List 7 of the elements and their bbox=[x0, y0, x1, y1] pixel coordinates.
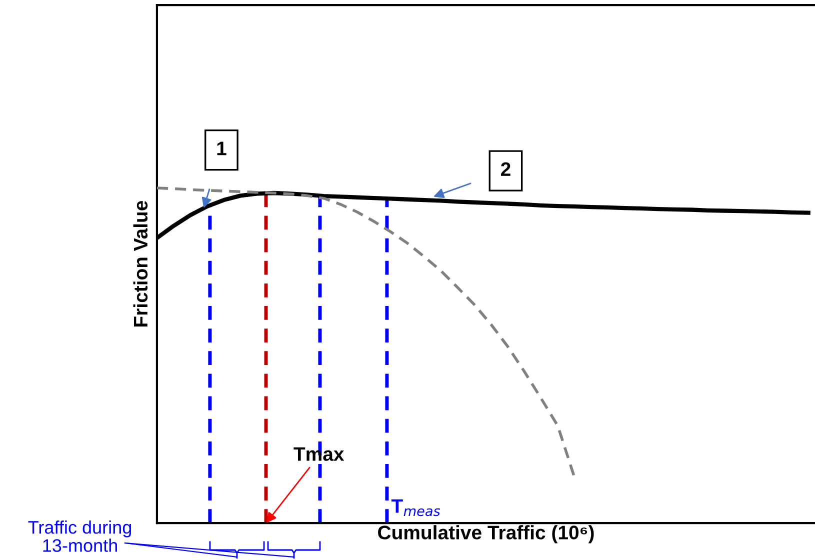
text: Traffic during 13-month bbox=[28, 520, 132, 552]
annotation: Tmax bbox=[294, 447, 344, 461]
text: 2 bbox=[500, 162, 510, 176]
annotation: T$_{meas}$ bbox=[391, 499, 440, 516]
x-axis-title: Cumulative Traffic (10⁶) bbox=[378, 525, 594, 544]
y-axis-title: Friction Value bbox=[133, 200, 148, 326]
text: 1 bbox=[217, 142, 226, 156]
